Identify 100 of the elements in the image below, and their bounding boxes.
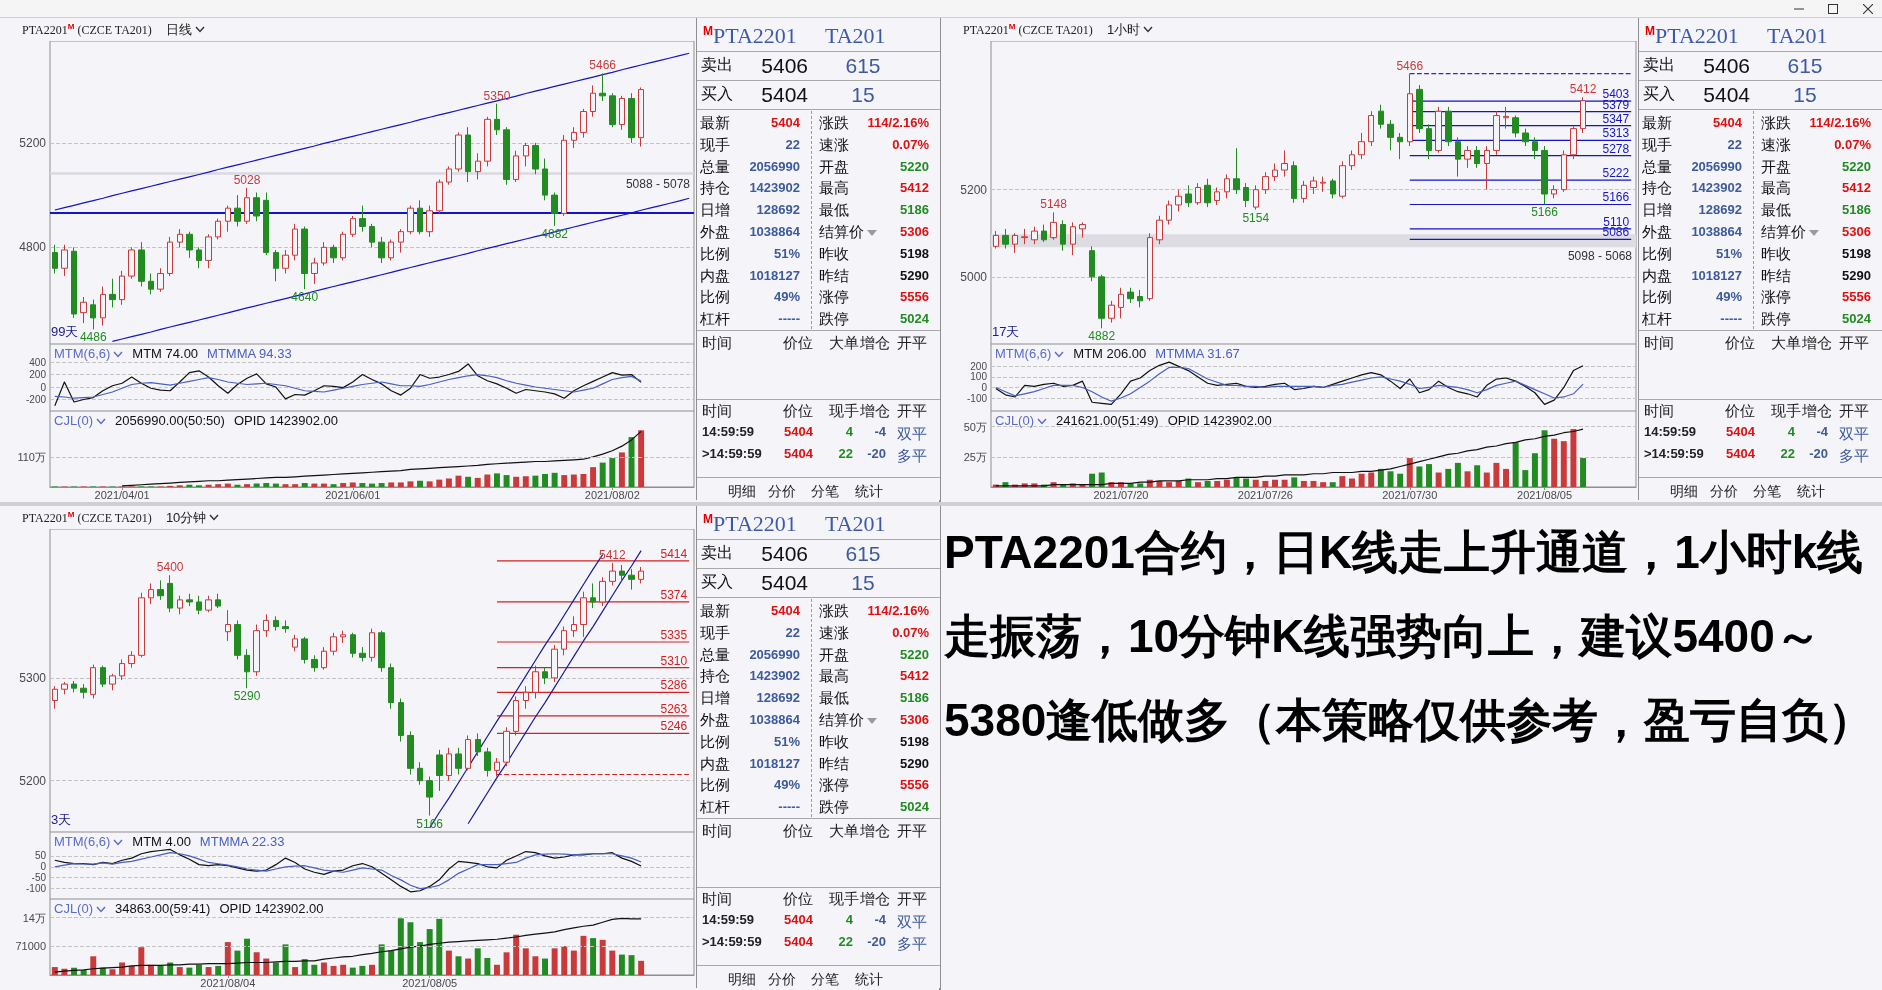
text: 5406 [761,54,808,79]
text: 开平 [897,822,927,840]
text: 49% [773,777,800,794]
series-label: 5222 [1602,166,1630,181]
bar [484,474,491,487]
bar [1464,471,1471,487]
bar [1560,441,1567,487]
candlestick [340,231,346,261]
text: 比例 [700,732,730,751]
text: 双平 [1839,425,1869,443]
bar [263,958,270,975]
text: 统计 [855,971,883,988]
text: 分价 [768,971,796,988]
x-tick-label: 2021/07/26 [1237,488,1293,501]
bar [215,965,222,975]
text: 比例 [1642,288,1672,306]
candlestick [1291,160,1297,204]
y-tick-label: -100 [966,392,988,404]
text: 22 [785,624,800,641]
candlestick [426,776,433,817]
x-tick-label: 2021/08/05 [1517,488,1573,501]
text: 114/2.16% [1809,115,1871,131]
bar [513,934,520,975]
bar [493,473,500,487]
candlestick [532,665,539,699]
y-tick-label: 25万 [963,450,987,463]
line-series [995,428,1584,487]
series-label: 5313 [1602,126,1630,141]
chart-title: MTM(6,6) [995,346,1052,362]
candlestick [71,246,77,319]
bar [128,965,135,975]
bar [1454,462,1461,487]
series-label: 5414 [660,546,688,561]
bar [1252,479,1259,487]
text: 卖出 [701,544,733,563]
text: 5556 [900,777,929,794]
text: 昨结 [819,754,849,772]
candlestick [551,192,558,227]
text: 5290 [1842,267,1871,284]
bar [1320,482,1327,487]
bar [90,956,97,975]
bar [484,957,491,975]
annotation: 5154 [1242,210,1270,225]
bar [292,484,299,487]
text: TA201 [825,511,886,537]
candlestick [311,654,318,673]
text: >14:59:59 [702,446,762,462]
bar [1551,438,1558,487]
text: -4 [874,424,886,440]
text: 4 [845,912,853,928]
text: 22 [838,934,853,950]
candlestick [1079,221,1086,239]
annotation: 3天 [51,811,72,829]
candlestick [1464,145,1471,169]
bar [272,483,279,487]
bar [1262,480,1269,487]
ref-line-label: 110万 [17,450,46,463]
text: 外盘 [700,223,730,241]
candlestick [436,749,443,792]
candlestick [1484,145,1490,191]
text: 5220 [900,646,929,663]
candlestick [186,231,193,259]
text: 买入 [1643,85,1675,104]
candlestick [1002,228,1009,250]
candlestick [234,194,241,227]
bar [407,481,414,487]
series-label: 5379 [1602,97,1630,112]
annotation: 5166 [1531,205,1559,220]
candlestick [580,591,587,638]
candlestick [1445,106,1452,147]
candlestick [580,108,587,139]
bar [618,452,625,487]
candlestick [167,574,173,613]
candlestick [359,205,366,233]
candlestick [1561,149,1567,193]
text: 外盘 [1642,223,1672,241]
candlestick [1108,300,1115,324]
text: 外盘 [700,711,730,729]
bar [1329,482,1336,487]
text: 5404 [784,446,813,462]
candlestick [321,241,327,267]
bar [292,967,299,975]
text: 1038864 [749,712,800,728]
bar [340,483,347,487]
text: 22 [785,136,800,153]
text: 杠杆 [700,310,730,328]
annotation: 5412 [598,547,626,562]
text: $^{M}$PTA2201 [703,23,797,49]
text: -4 [874,912,886,928]
candlestick [1455,136,1461,178]
text: 价位 [1725,402,1755,420]
text: 日增 [700,201,730,219]
candlestick [542,667,548,685]
series-label: MTM 74.00 [132,346,199,362]
text: 价位 [783,334,813,352]
candlestick [1156,215,1163,245]
candlestick [484,116,491,167]
text: TA201 [1767,23,1828,49]
y-tick-label: 5200 [19,773,47,788]
text: 5406 [761,542,808,567]
